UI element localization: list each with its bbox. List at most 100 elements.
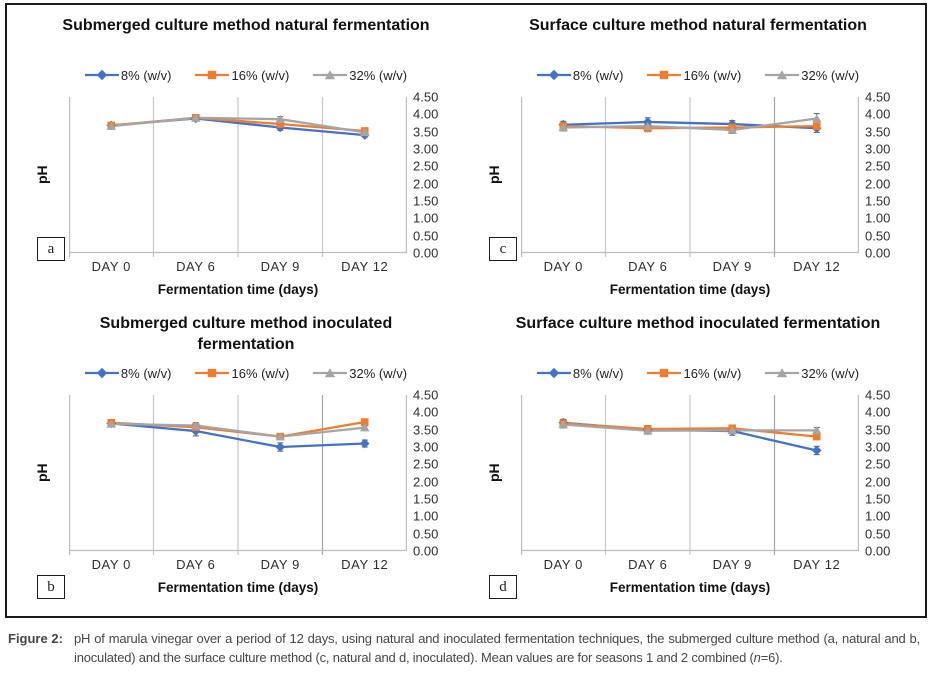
series-marker-square [208, 70, 217, 80]
x-axis-ticks: DAY 0 DAY 6 DAY 9 DAY 12 [69, 557, 407, 573]
chart-legend: 8% (w/v) 16% (w/v) 32% (w/v) [473, 365, 923, 381]
caption-text-main: pH of marula vinegar over a period of 12… [74, 631, 920, 665]
y-tick-label: 2.50 [413, 456, 439, 472]
legend-label: 32% (w/v) [801, 365, 860, 381]
series-marker-triangle [106, 121, 117, 130]
legend-marker-diamond-icon [536, 69, 571, 81]
legend-item: 32% (w/v) [313, 366, 407, 381]
y-tick-label: 1.00 [865, 210, 891, 226]
legend-marker-diamond-icon [84, 367, 119, 379]
y-tick-label: 2.50 [865, 456, 891, 472]
y-axis-ticks: 4.50 4.00 3.50 3.00 2.50 2.00 1.50 1.00 0.50 0.00 [865, 388, 915, 559]
x-tick-label: DAY 12 [341, 557, 389, 572]
series-line [563, 422, 817, 438]
legend-marker-triangle-icon [313, 70, 348, 80]
series-marker-square [812, 432, 821, 441]
y-tick-label: 1.50 [865, 491, 891, 507]
y-tick-label: 2.00 [865, 474, 891, 490]
series-marker-triangle [359, 423, 370, 432]
legend-item: 8% (w/v) [536, 366, 623, 381]
series-marker-diamond [359, 438, 370, 449]
x-tick-label: DAY 6 [176, 259, 216, 274]
panel-letter-box: a [37, 237, 65, 261]
series-marker-triangle [727, 125, 738, 134]
x-tick-label: DAY 6 [628, 259, 668, 274]
x-axis-title: Fermentation time (days) [609, 580, 771, 595]
legend-label: 16% (w/v) [683, 67, 742, 83]
x-tick-label: DAY 6 [176, 557, 216, 572]
series-marker-triangle [558, 420, 569, 429]
y-tick-label: 3.50 [865, 422, 891, 438]
x-tick-label: DAY 9 [260, 557, 300, 572]
x-tick-label: DAY 0 [543, 557, 583, 572]
y-axis-title: pH [486, 165, 502, 185]
chart-panel-c: Surface culture method natural fermentat… [473, 11, 923, 307]
y-tick-label: 1.50 [413, 193, 439, 209]
series-marker-triangle [811, 114, 822, 123]
y-tick-label: 1.00 [413, 508, 439, 524]
series-marker-triangle [727, 426, 738, 435]
y-tick-label: 3.50 [865, 124, 891, 140]
series-line [111, 422, 365, 438]
legend-marker-square-icon [647, 70, 682, 80]
y-tick-label: 0.00 [865, 245, 891, 261]
x-tick-label: DAY 9 [712, 259, 752, 274]
y-tick-label: 3.00 [865, 439, 891, 455]
y-tick-label: 3.00 [413, 439, 439, 455]
y-tick-label: 4.50 [413, 89, 439, 105]
series-marker-square [812, 122, 821, 130]
y-tick-label: 2.00 [413, 474, 439, 490]
legend-marker-triangle-icon [765, 70, 800, 80]
legend-item: 32% (w/v) [765, 68, 859, 83]
y-tick-label: 1.00 [865, 508, 891, 524]
x-tick-label: DAY 12 [793, 259, 841, 274]
figure-caption-text: pH of marula vinegar over a period of 12… [74, 629, 924, 667]
y-tick-label: 1.50 [865, 193, 891, 209]
y-tick-label: 3.50 [413, 422, 439, 438]
series-marker-triangle [275, 432, 286, 441]
series-marker-diamond [96, 69, 108, 81]
legend-label: 16% (w/v) [231, 365, 290, 381]
legend-marker-triangle-icon [313, 368, 348, 378]
y-tick-label: 0.50 [413, 228, 439, 244]
series-marker-triangle [106, 419, 117, 428]
chart-legend: 8% (w/v) 16% (w/v) 32% (w/v) [21, 365, 471, 381]
x-tick-label: DAY 9 [260, 259, 300, 274]
series-marker-triangle [190, 113, 201, 122]
x-axis-ticks: DAY 0 DAY 6 DAY 9 DAY 12 [69, 259, 407, 275]
series-line [563, 423, 817, 432]
figure-caption: Figure 2: pH of marula vinegar over a pe… [8, 629, 924, 667]
legend-label: 32% (w/v) [349, 365, 408, 381]
plot-area [69, 97, 407, 257]
series-marker-triangle [325, 368, 336, 378]
y-tick-label: 0.50 [413, 526, 439, 542]
x-tick-label: DAY 0 [543, 259, 583, 274]
plot-area [521, 97, 859, 257]
figure-border: Submerged culture method natural ferment… [5, 3, 927, 618]
series-line [111, 422, 365, 449]
y-axis-ticks: 4.50 4.00 3.50 3.00 2.50 2.00 1.50 1.00 0.50 0.00 [865, 90, 915, 261]
y-tick-label: 2.50 [865, 158, 891, 174]
caption-text-tail: =6). [760, 650, 783, 665]
caption-italic-n: n [753, 650, 761, 665]
panel-letter-box: c [489, 237, 517, 261]
series-marker-triangle [642, 121, 653, 130]
y-tick-label: 2.50 [413, 158, 439, 174]
series-marker-square [276, 120, 285, 128]
series-marker-square [208, 368, 217, 378]
series-marker-triangle [811, 426, 822, 435]
chart-panel-a: Submerged culture method natural ferment… [21, 11, 471, 307]
plot-area [69, 395, 407, 555]
x-tick-label: DAY 0 [91, 557, 131, 572]
y-tick-label: 0.50 [865, 526, 891, 542]
series-marker-triangle [325, 70, 336, 80]
series-marker-diamond [548, 69, 560, 81]
plot-area [521, 395, 859, 555]
x-axis-title: Fermentation time (days) [609, 282, 771, 297]
legend-item: 8% (w/v) [536, 68, 623, 83]
series-line [111, 116, 365, 134]
chart-title: Surface culture method inoculated fermen… [515, 315, 881, 332]
y-tick-label: 4.50 [413, 387, 439, 403]
y-tick-label: 4.50 [865, 89, 891, 105]
